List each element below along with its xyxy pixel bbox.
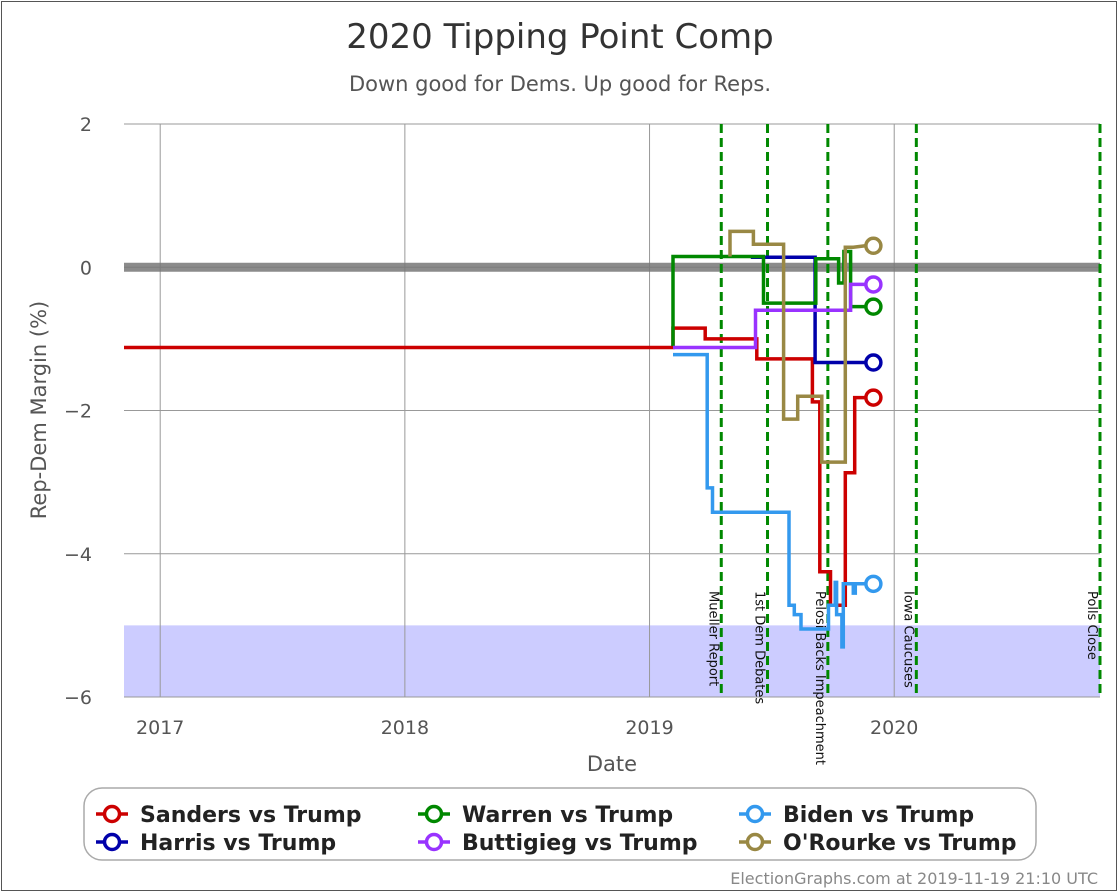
tick-labels-layer: 2 0 −2 −4 −6 2017 2018 2019 2020 (64, 114, 918, 739)
series-line (673, 352, 866, 649)
legend-label: Sanders vs Trump (140, 803, 362, 828)
y-axis-label: Rep-Dem Margin (%) (27, 301, 51, 519)
y-tick-label: −6 (64, 687, 92, 709)
event-label: 1st Dem Debates (752, 591, 767, 704)
legend-swatch-marker (102, 832, 122, 852)
legend-swatch-marker (745, 832, 765, 852)
y-tick-label: −2 (64, 401, 92, 423)
series-end-marker (864, 388, 883, 407)
legend-layer: Sanders vs Trump Warren vs Trump Biden vs … (96, 803, 1017, 856)
series-line (673, 282, 866, 350)
x-tick-label: 2017 (136, 717, 184, 739)
event-label: Mueller Report (705, 591, 720, 686)
chart-subtitle: Down good for Dems. Up good for Reps. (349, 72, 771, 96)
shaded-band-layer (124, 625, 1100, 697)
legend-swatch-marker (102, 804, 122, 824)
shaded-band (124, 625, 1100, 697)
series-layer (124, 229, 883, 649)
legend-swatch-marker (424, 832, 444, 852)
series-line (671, 249, 866, 346)
series-line (124, 326, 866, 608)
event-label: Pelosi Backs Impeachment (812, 591, 827, 765)
legend-swatch-marker (424, 804, 444, 824)
legend-swatch-marker (745, 804, 765, 824)
event-lines-layer: Mueller Report 1st Dem Debates Pelosi Back… (705, 124, 1102, 765)
y-tick-label: 2 (80, 114, 92, 136)
series-end-marker (864, 574, 883, 594)
series-end-marker (864, 236, 883, 256)
x-axis-label: Date (587, 752, 637, 776)
series-end-marker (864, 353, 883, 372)
credit-text: ElectionGraphs.com at 2019-11-19 21:10 U… (730, 869, 1098, 888)
legend-label: Harris vs Trump (140, 831, 336, 856)
grid-layer (124, 123, 1100, 698)
x-tick-label: 2018 (381, 717, 429, 739)
series-end-marker (864, 297, 883, 316)
chart-title: 2020 Tipping Point Comp (346, 17, 774, 57)
legend-label: Biden vs Trump (783, 803, 974, 828)
legend-box (83, 787, 1037, 861)
y-tick-label: −4 (64, 544, 92, 566)
legend-label: Buttigieg vs Trump (462, 831, 698, 856)
legend-label: O'Rourke vs Trump (783, 831, 1017, 856)
event-label: Polls Close (1084, 591, 1099, 660)
x-tick-label: 2019 (625, 717, 673, 739)
series-line (728, 229, 866, 464)
x-tick-label: 2020 (870, 717, 918, 739)
y-tick-label: 0 (80, 257, 92, 279)
legend-label: Warren vs Trump (462, 803, 673, 828)
series-end-marker (864, 275, 883, 294)
event-label: Iowa Caucuses (900, 591, 915, 688)
